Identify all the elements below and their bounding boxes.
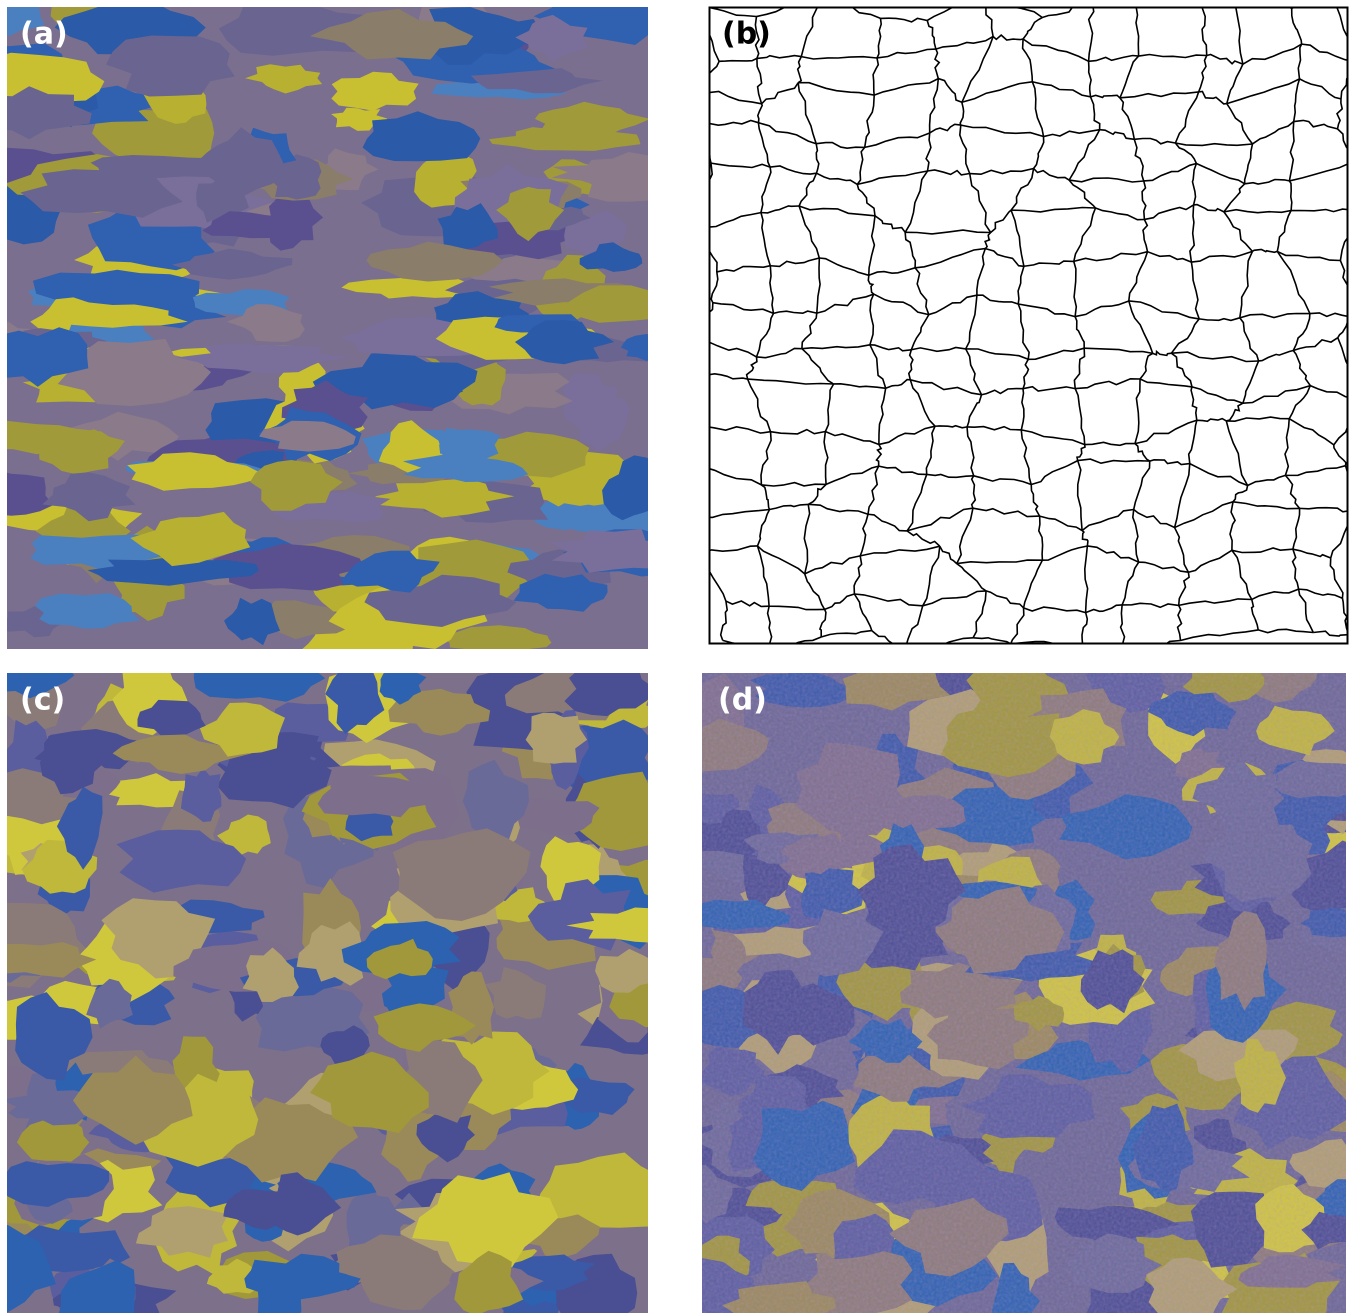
- figure: (a) (b) (c) (d): [0, 0, 1349, 1313]
- panel-label: (b): [722, 17, 771, 52]
- grain: [702, 339, 709, 375]
- panel-label: (c): [20, 683, 65, 718]
- grain: [696, 89, 708, 124]
- panel-c-image: [0, 646, 714, 1313]
- grain: [1137, 0, 1202, 7]
- page: (a) (b) (c) (d) (() => { const data = JS…: [0, 0, 1349, 1313]
- panel-b-image: [696, 0, 1349, 655]
- panel-label: (a): [20, 17, 68, 52]
- grain: [698, 517, 702, 552]
- grain: [1092, 0, 1137, 2]
- grain: [703, 375, 709, 426]
- grain: [1083, 644, 1123, 655]
- grain: [698, 468, 707, 517]
- grain: [1202, 0, 1232, 7]
- grain: [703, 426, 707, 468]
- panel-label: (d): [718, 683, 767, 718]
- panel-a-image: [0, 0, 716, 668]
- panel-d-noise: [702, 673, 1346, 1313]
